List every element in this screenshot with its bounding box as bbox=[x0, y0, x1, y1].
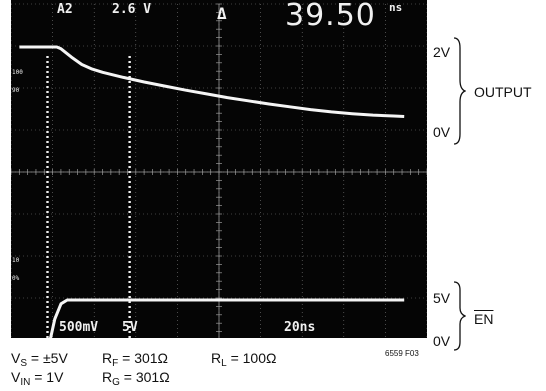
time-scale-label: 20ns bbox=[284, 320, 316, 335]
marker-0: 0% bbox=[12, 275, 20, 282]
condition-vin: VIN = 1V bbox=[11, 369, 64, 388]
condition-vs: VS = ±5V bbox=[11, 350, 68, 369]
marker-10: 10 bbox=[12, 257, 20, 264]
output-2v-label: 2V bbox=[433, 44, 451, 60]
output-brace bbox=[453, 37, 466, 145]
waveform-traces bbox=[19, 45, 405, 345]
en-trace-label: EN bbox=[474, 311, 494, 327]
figure-id: 6559 F03 bbox=[385, 349, 419, 358]
output-trace-label: OUTPUT bbox=[474, 84, 532, 100]
output-trace bbox=[19, 45, 405, 118]
graticule bbox=[10, 3, 428, 341]
condition-rg: RG = 301Ω bbox=[102, 369, 170, 388]
channel-label: A2 bbox=[57, 2, 73, 17]
time-measurement: 39.50 bbox=[285, 0, 376, 33]
en-0v-label: 0V bbox=[433, 333, 451, 349]
cursor-lines bbox=[46, 56, 131, 340]
ch1-scale-label: 500mV bbox=[59, 320, 99, 335]
marker-90: 90 bbox=[12, 87, 20, 94]
en-5v-label: 5V bbox=[433, 290, 451, 306]
condition-rl: RL = 100Ω bbox=[211, 350, 277, 369]
en-brace bbox=[453, 281, 466, 351]
condition-rf: RF = 301Ω bbox=[102, 350, 169, 369]
ch2-scale-label: 5V bbox=[122, 320, 138, 335]
output-0v-label: 0V bbox=[433, 124, 451, 140]
cursor-level-label: 2.6 V bbox=[112, 2, 152, 17]
scope-graticule-and-traces bbox=[10, 3, 428, 345]
time-measurement-unit: ns bbox=[389, 1, 403, 14]
marker-100: 100 bbox=[12, 69, 23, 76]
oscilloscope-screen: A2 2.6 V Δ 39.50 ns 100 90 10 0% 500mV 5… bbox=[10, 0, 428, 345]
delta-icon: Δ bbox=[217, 4, 227, 23]
